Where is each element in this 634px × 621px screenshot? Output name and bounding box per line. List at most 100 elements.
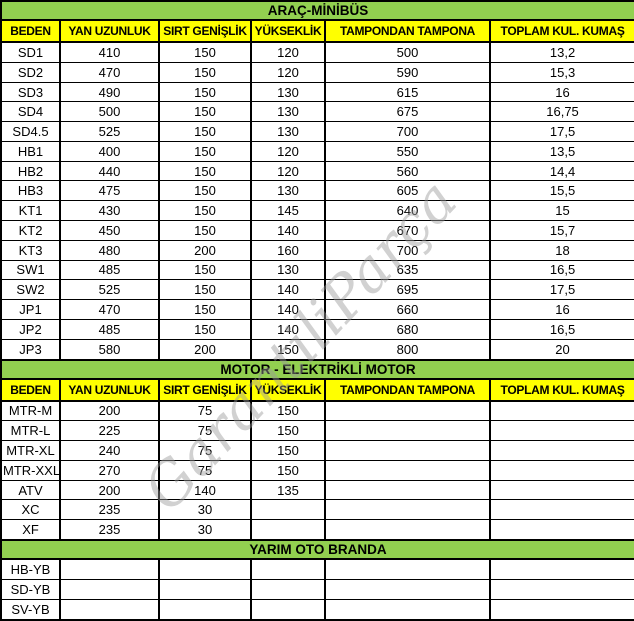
table-cell: 130: [250, 121, 326, 142]
table-row: MTR-L 225 75 150: [0, 420, 634, 442]
table-cell: 150: [158, 279, 252, 301]
table-cell: 130: [250, 101, 326, 123]
table-row: JP3 580 200 150 800 20: [0, 338, 634, 361]
table-cell: 270: [59, 459, 160, 481]
table-cell: 120: [250, 140, 326, 162]
size-code-cell: HB1: [0, 140, 61, 162]
table-row: SW2 525 150 140 695 17,5: [0, 279, 634, 301]
column-header: TOPLAM KUL. KUMAŞ: [488, 19, 634, 43]
table-cell: 475: [59, 180, 160, 202]
table-cell: 590: [324, 61, 491, 83]
size-code-cell: HB-YB: [0, 558, 61, 581]
table-cell: 660: [324, 299, 491, 320]
table-cell: 130: [250, 259, 326, 281]
section-banner-row: ARAÇ-MİNİBÜS: [0, 0, 634, 21]
table-cell: 500: [324, 41, 491, 63]
table-cell: [324, 479, 491, 501]
table-cell: 235: [59, 519, 160, 541]
table-cell: 700: [324, 239, 491, 261]
size-code-cell: JP1: [0, 299, 61, 320]
table-cell: 470: [59, 61, 160, 83]
table-cell: 635: [324, 259, 491, 281]
column-header: YAN UZUNLUK: [59, 19, 160, 43]
table-cell: 150: [158, 101, 252, 123]
table-cell: [488, 399, 634, 422]
table-cell: [488, 420, 634, 442]
table-cell: 800: [324, 338, 491, 361]
table-cell: 75: [158, 459, 252, 481]
table-cell: 150: [158, 61, 252, 83]
table-cell: 485: [59, 318, 160, 340]
table-cell: 410: [59, 41, 160, 63]
section-title: YARIM OTO BRANDA: [0, 539, 634, 561]
table-row: HB1 400 150 120 550 13,5: [0, 140, 634, 162]
column-header: BEDEN: [0, 377, 61, 402]
table-cell: 145: [250, 200, 326, 222]
table-row: MTR-M 200 75 150: [0, 399, 634, 422]
table-row: SD4 500 150 130 675 16,75: [0, 101, 634, 123]
table-cell: 440: [59, 160, 160, 182]
size-code-cell: JP3: [0, 338, 61, 361]
table-cell: 680: [324, 318, 491, 340]
table-cell: [324, 420, 491, 442]
table-cell: 15,3: [488, 61, 634, 83]
table-cell: 560: [324, 160, 491, 182]
size-code-cell: ATV: [0, 479, 61, 501]
size-code-cell: SD2: [0, 61, 61, 83]
table-cell: [250, 519, 326, 541]
column-header: TOPLAM KUL. KUMAŞ: [488, 377, 634, 402]
table-cell: [488, 598, 634, 621]
table-cell: 18: [488, 239, 634, 261]
table-cell: 695: [324, 279, 491, 301]
table-cell: 200: [158, 239, 252, 261]
table-cell: 150: [158, 160, 252, 182]
size-code-cell: SD3: [0, 81, 61, 103]
table-cell: 150: [158, 140, 252, 162]
table-cell: 150: [250, 399, 326, 422]
section-title: MOTOR - ELEKTRİKLİ MOTOR: [0, 358, 634, 380]
table-cell: 150: [158, 180, 252, 202]
size-code-cell: MTR-XXL: [0, 459, 61, 481]
table-row: HB2 440 150 120 560 14,4: [0, 160, 634, 182]
size-code-cell: MTR-M: [0, 399, 61, 422]
table-cell: [250, 499, 326, 521]
table-cell: 450: [59, 220, 160, 241]
table-cell: [488, 519, 634, 541]
table-cell: [59, 598, 160, 621]
table-cell: 400: [59, 140, 160, 162]
table-cell: 140: [158, 479, 252, 501]
table-cell: [488, 558, 634, 581]
table-row: XF 235 30: [0, 519, 634, 541]
table-cell: 430: [59, 200, 160, 222]
table-cell: 615: [324, 81, 491, 103]
table-row: MTR-XXL 270 75 150: [0, 459, 634, 481]
column-header: YÜKSEKLİK: [250, 377, 326, 402]
table-cell: 150: [158, 318, 252, 340]
table-cell: 470: [59, 299, 160, 320]
table-cell: 580: [59, 338, 160, 361]
table-cell: [488, 459, 634, 481]
table-cell: [324, 399, 491, 422]
table-cell: [324, 558, 491, 581]
table-cell: [324, 519, 491, 541]
table-cell: 525: [59, 121, 160, 142]
column-header: SIRT GENİŞLİK: [158, 377, 252, 402]
table-cell: 30: [158, 519, 252, 541]
table-cell: 200: [59, 479, 160, 501]
size-code-cell: SD1: [0, 41, 61, 63]
table-cell: 140: [250, 299, 326, 320]
table-row: KT2 450 150 140 670 15,7: [0, 220, 634, 241]
table-cell: [488, 479, 634, 501]
table-cell: 130: [250, 180, 326, 202]
table-cell: 150: [158, 200, 252, 222]
table-cell: 13,2: [488, 41, 634, 63]
table-cell: 150: [250, 338, 326, 361]
table-cell: 150: [158, 41, 252, 63]
table-cell: [324, 440, 491, 461]
table-row: HB-YB: [0, 558, 634, 581]
table-cell: [158, 598, 252, 621]
table-cell: [488, 440, 634, 461]
table-cell: [250, 579, 326, 600]
table-cell: [488, 579, 634, 600]
